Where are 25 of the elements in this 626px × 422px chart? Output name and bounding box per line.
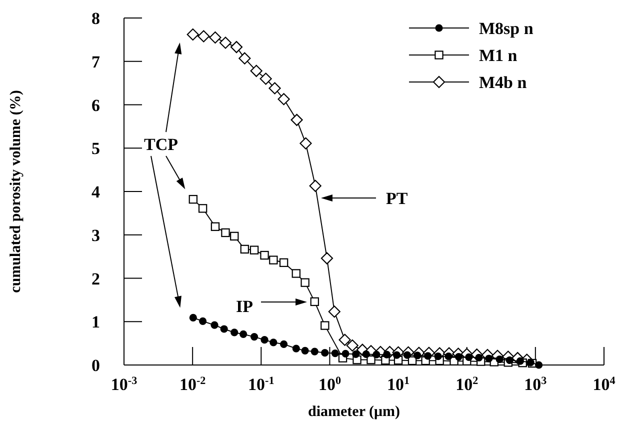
x-tick-label: 10$^{-2}$	[179, 375, 206, 394]
legend-label: M1 n	[479, 46, 518, 65]
y-tick-label: 7	[92, 52, 100, 72]
y-axis-title: cumulated porosity volume (%)	[8, 90, 24, 293]
annotation: IP	[236, 297, 253, 316]
y-tick-label: 3	[92, 226, 100, 245]
x-tick-label: 10$^{4}$	[592, 375, 616, 394]
annotation: PT	[386, 189, 408, 208]
x-tick-label: 10$^{-1}$	[248, 375, 274, 394]
x-tick-label: 10$^{2}$	[456, 375, 479, 394]
y-tick-label: 5	[92, 139, 100, 158]
x-tick-label: 10$^{3}$	[524, 375, 548, 394]
y-tick-label: 8	[92, 9, 100, 28]
y-tick-label: 2	[92, 269, 100, 288]
legend-label: M4b n	[479, 73, 528, 92]
x-tick-label: 10$^{-3}$	[110, 375, 138, 394]
x-tick-label: 10$^{1}$	[387, 375, 410, 394]
y-tick-label: 1	[92, 312, 100, 332]
legend-label: M8sp n	[479, 19, 534, 38]
y-tick-label: 4	[92, 182, 100, 202]
annotation: TCP	[144, 135, 178, 154]
y-tick-label: 6	[92, 96, 100, 115]
x-tick-label: 10$^{0}$	[318, 375, 342, 394]
x-axis-title: diameter (μm)	[308, 404, 400, 420]
y-tick-label: 0	[92, 356, 100, 375]
